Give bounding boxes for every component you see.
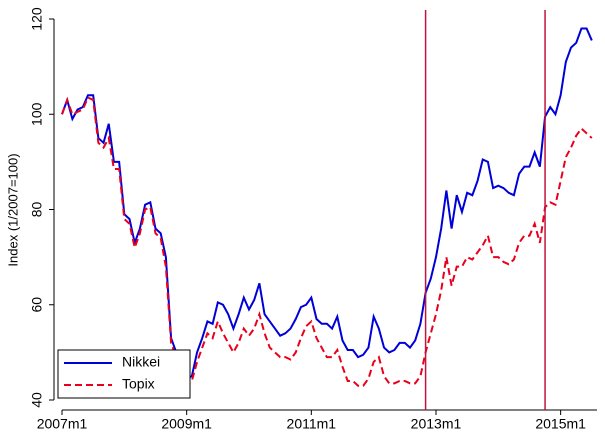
series-line: [61, 27, 593, 380]
y-tick-label: 100: [29, 102, 45, 126]
y-tick-label: 60: [29, 297, 45, 313]
x-tick-label: 2015m1: [535, 416, 586, 432]
legend-label: Topix: [122, 376, 155, 392]
series-line: [61, 96, 593, 387]
x-tick-label: 2009m1: [161, 416, 212, 432]
y-axis-title: Index (1/2007=100): [5, 153, 20, 266]
legend-box: [57, 349, 191, 399]
y-tick-label: 120: [29, 7, 45, 31]
legend-label: Nikkei: [122, 354, 160, 370]
x-tick-label: 2013m1: [411, 416, 462, 432]
x-tick-label: 2007m1: [37, 416, 88, 432]
x-tick-label: 2011m1: [287, 416, 337, 432]
y-tick-label: 40: [29, 392, 45, 408]
y-tick-label: 80: [29, 202, 45, 218]
